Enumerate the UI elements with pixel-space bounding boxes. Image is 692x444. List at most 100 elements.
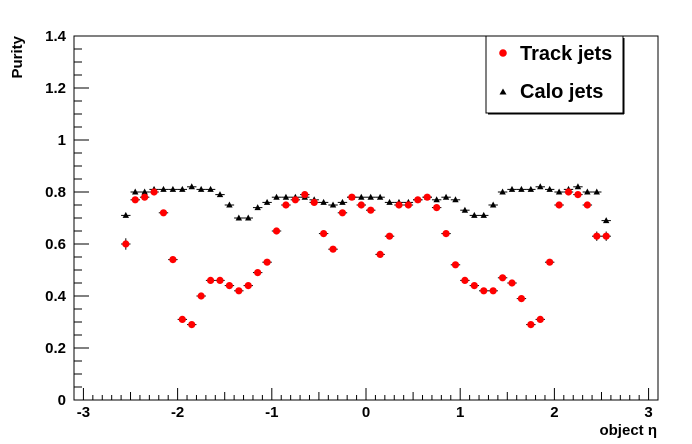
- y-tick-label: 0.4: [45, 288, 67, 305]
- calo-jets-point: [245, 214, 252, 221]
- track-jets-point: [150, 188, 158, 196]
- track-jets-point: [414, 196, 422, 204]
- track-jets-point: [517, 295, 526, 303]
- x-tick-label: -2: [171, 404, 184, 421]
- calo-jets-point: [358, 193, 365, 200]
- calo-jets-point: [282, 193, 290, 200]
- y-tick-label: 1.4: [45, 28, 67, 45]
- track-jets-point: [583, 201, 591, 209]
- track-jets-point: [564, 188, 573, 196]
- track-jets-point: [574, 191, 582, 199]
- calo-jets-point: [329, 201, 337, 208]
- calo-jets-point: [537, 183, 544, 190]
- y-tick-label: 0.6: [45, 236, 66, 253]
- track-jets-point: [320, 230, 328, 238]
- track-jets-point: [536, 315, 544, 323]
- calo-jets-point: [216, 191, 224, 198]
- track-jets-point: [122, 240, 130, 248]
- calo-jets-point: [584, 188, 591, 195]
- calo-jets-point: [376, 193, 384, 200]
- track-jets-point: [225, 282, 234, 290]
- track-jets-point: [385, 232, 394, 240]
- track-jets-point: [508, 279, 516, 287]
- y-tick-label: 0: [58, 392, 66, 409]
- track-jets-point: [159, 209, 168, 217]
- x-tick-labels: -3 -2 -1 0 1 2 3: [77, 404, 653, 421]
- calo-jets-point: [508, 185, 516, 192]
- track-jets-point: [357, 201, 365, 209]
- calo-jets-point: [188, 183, 195, 190]
- y-axis-title: Purity: [9, 35, 26, 78]
- track-jets-point: [291, 196, 299, 204]
- track-jets-point: [263, 258, 271, 266]
- track-jets-point: [451, 261, 460, 269]
- calo-jets-point: [207, 185, 214, 192]
- track-jets-point: [423, 193, 431, 201]
- axis-ticks: [73, 35, 659, 401]
- calo-jets-point: [480, 211, 487, 218]
- y-tick-label: 1.2: [45, 80, 66, 97]
- track-jets-point: [235, 287, 243, 295]
- legend-track-jets-marker: [499, 49, 507, 57]
- calo-jets-point: [122, 211, 130, 218]
- legend-track-jets-label: Track jets: [520, 43, 612, 65]
- track-jets-point: [489, 287, 497, 295]
- track-jets-point: [602, 232, 610, 240]
- calo-jets-point: [263, 198, 271, 205]
- track-jets-point: [169, 256, 177, 264]
- track-jets-point: [244, 282, 252, 290]
- calo-jets-point: [555, 188, 563, 195]
- x-tick-label: 3: [644, 404, 652, 421]
- track-jets-point: [367, 206, 375, 214]
- track-jets-point: [527, 321, 535, 329]
- track-jets-point: [338, 209, 347, 217]
- track-jets-point: [376, 250, 384, 258]
- track-jets-point: [470, 282, 478, 290]
- legend-calo-jets-marker: [499, 88, 507, 95]
- calo-jets-point: [226, 201, 233, 208]
- calo-jets-point: [160, 185, 167, 192]
- track-jets-point: [178, 315, 186, 323]
- x-tick-label: -1: [265, 404, 278, 421]
- track-jets-point: [433, 204, 441, 212]
- track-jets-point: [329, 245, 337, 253]
- y-tick-label: 0.2: [45, 340, 66, 357]
- x-tick-label: 1: [456, 404, 464, 421]
- calo-jets-point: [367, 193, 374, 200]
- track-jets-point: [131, 196, 139, 204]
- track-jets-point: [301, 191, 309, 199]
- track-jets-point: [141, 193, 149, 201]
- x-tick-label: 0: [362, 404, 370, 421]
- calo-jets-point: [442, 193, 450, 200]
- calo-jets-point: [593, 188, 600, 195]
- track-jets-point: [348, 193, 356, 201]
- calo-jets-point: [169, 185, 177, 192]
- track-jets-point: [395, 201, 403, 209]
- legend: Track jets Calo jets: [485, 35, 625, 115]
- y-tick-label: 0.8: [45, 184, 66, 201]
- calo-jets-point: [386, 198, 393, 205]
- track-jets-point: [216, 276, 224, 284]
- calo-jets-point: [546, 185, 553, 192]
- calo-jets-point: [471, 211, 478, 218]
- calo-jets-point: [132, 188, 139, 195]
- y-tick-label: 1: [58, 132, 66, 149]
- calo-jets-point: [197, 185, 205, 192]
- track-jets-point: [188, 321, 196, 329]
- calo-jets-point: [518, 185, 525, 192]
- track-jets-point: [310, 198, 318, 206]
- track-jets-series: [121, 188, 611, 329]
- track-jets-point: [254, 269, 262, 277]
- calo-jets-series: [121, 183, 611, 224]
- track-jets-point: [282, 201, 290, 209]
- calo-jets-point: [235, 214, 243, 221]
- track-jets-point: [555, 201, 563, 209]
- x-tick-label: 2: [550, 404, 558, 421]
- track-jets-point: [206, 276, 215, 284]
- calo-jets-point: [320, 198, 327, 205]
- track-jets-point: [546, 258, 554, 266]
- legend-calo-jets-label: Calo jets: [520, 81, 603, 103]
- track-jets-point: [593, 232, 601, 240]
- calo-jets-point: [527, 185, 535, 192]
